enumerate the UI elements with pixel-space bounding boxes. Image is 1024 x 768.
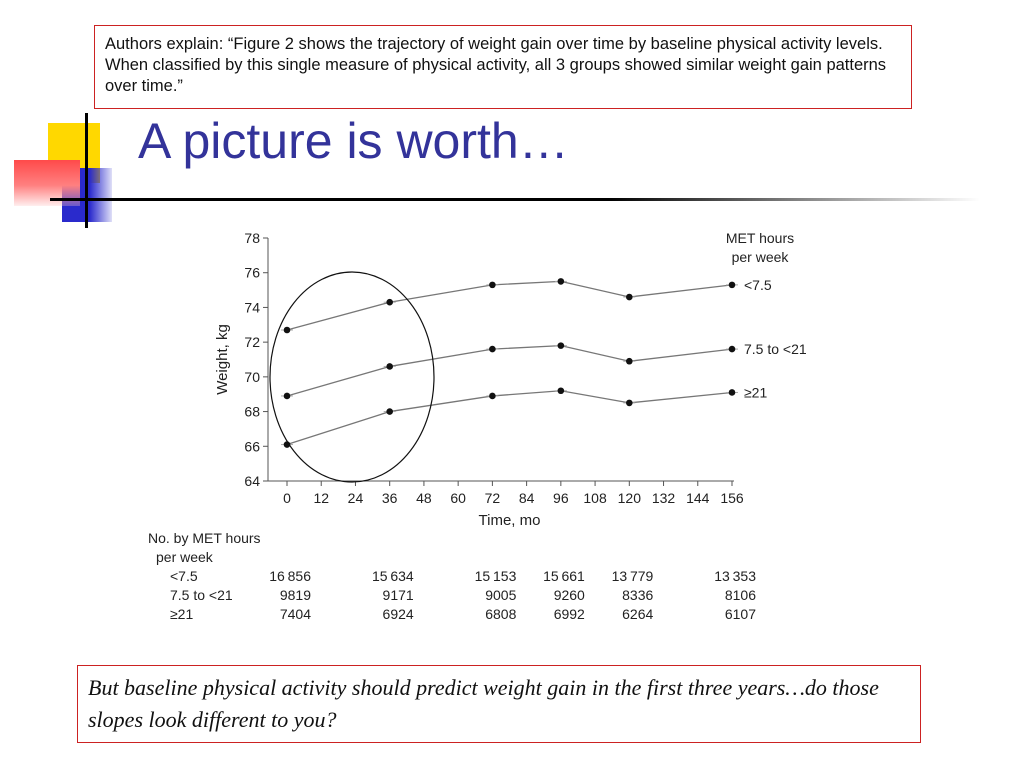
data-point	[283, 392, 291, 400]
table-cell: 9260	[554, 587, 585, 603]
data-point	[728, 281, 736, 289]
series-label: ≥21	[744, 384, 767, 400]
table-cell: 8336	[622, 587, 653, 603]
data-point	[489, 392, 496, 400]
slide-title: A picture is worth…	[138, 113, 569, 169]
table-cell: 9171	[383, 587, 414, 603]
y-tick-label: 70	[244, 369, 260, 385]
table-cell: 6808	[485, 606, 516, 622]
y-tick-label: 72	[244, 334, 260, 350]
top-callout-text: Authors explain: “Figure 2 shows the tra…	[105, 35, 887, 95]
title-divider	[50, 198, 980, 201]
x-tick-label: 156	[720, 490, 744, 506]
table-row-label: 7.5 to <21	[170, 587, 233, 603]
table-row-label: <7.5	[170, 568, 198, 584]
data-point	[386, 298, 393, 306]
x-tick-label: 24	[348, 490, 364, 506]
data-point	[557, 278, 565, 285]
y-tick-label: 74	[244, 299, 260, 315]
series-line	[286, 390, 733, 446]
x-tick-label: 108	[583, 490, 607, 506]
series-line	[286, 280, 733, 331]
bottom-callout-text: But baseline physical activity should pr…	[88, 675, 879, 732]
table-cell: 6264	[622, 606, 653, 622]
table-row-label: ≥21	[170, 606, 193, 622]
x-tick-label: 120	[618, 490, 642, 506]
x-tick-label: 96	[553, 490, 569, 506]
x-tick-label: 132	[652, 490, 676, 506]
table-cell: 6924	[383, 606, 414, 622]
table-cell: 15 153	[475, 568, 517, 584]
data-point	[728, 389, 736, 396]
data-point	[283, 326, 291, 334]
table-cell: 13 353	[714, 568, 756, 584]
top-callout-box: Authors explain: “Figure 2 shows the tra…	[94, 25, 912, 109]
table-cell: 9005	[485, 587, 516, 603]
series-line	[286, 344, 733, 397]
x-tick-label: 84	[519, 490, 535, 506]
data-point	[626, 357, 633, 365]
data-point	[557, 387, 565, 395]
table-cell: 8106	[725, 587, 756, 603]
x-tick-label: 72	[485, 490, 501, 506]
y-axis-label: Weight, kg	[214, 324, 231, 395]
y-tick-label: 66	[244, 438, 260, 454]
series-label: <7.5	[744, 277, 772, 293]
bottom-callout-box: But baseline physical activity should pr…	[77, 665, 921, 743]
decorative-vertical-line	[85, 113, 88, 228]
table-cell: 13 779	[612, 568, 654, 584]
table-cell: 15 661	[543, 568, 585, 584]
y-tick-label: 68	[244, 404, 260, 420]
series-label: 7.5 to <21	[744, 341, 807, 357]
x-tick-label: 144	[686, 490, 710, 506]
x-tick-label: 36	[382, 490, 398, 506]
data-point	[386, 363, 393, 370]
table-cell: 7404	[280, 606, 311, 622]
table-cell: 6107	[725, 606, 756, 622]
table-title-line2: per week	[156, 549, 214, 565]
y-tick-label: 76	[244, 265, 260, 281]
x-tick-label: 12	[313, 490, 329, 506]
data-point	[386, 408, 393, 415]
x-tick-label: 0	[283, 490, 291, 506]
data-point	[557, 342, 565, 349]
legend-title-line2: per week	[732, 249, 790, 265]
data-point	[489, 281, 496, 289]
table-title: No. by MET hours	[148, 530, 261, 546]
y-tick-label: 64	[244, 473, 260, 489]
legend-title: MET hours	[726, 230, 794, 246]
x-tick-label: 60	[450, 490, 466, 506]
table-cell: 6992	[554, 606, 585, 622]
table-cell: 9819	[280, 587, 311, 603]
x-tick-label: 48	[416, 490, 432, 506]
data-point	[728, 345, 736, 353]
data-point	[489, 345, 496, 353]
table-cell: 16 856	[269, 568, 311, 584]
y-tick-label: 78	[244, 230, 260, 246]
data-point	[626, 399, 633, 407]
table-cell: 15 634	[372, 568, 414, 584]
data-point	[626, 293, 633, 301]
annotation-circle	[269, 271, 435, 483]
x-axis-label: Time, mo	[479, 512, 541, 529]
